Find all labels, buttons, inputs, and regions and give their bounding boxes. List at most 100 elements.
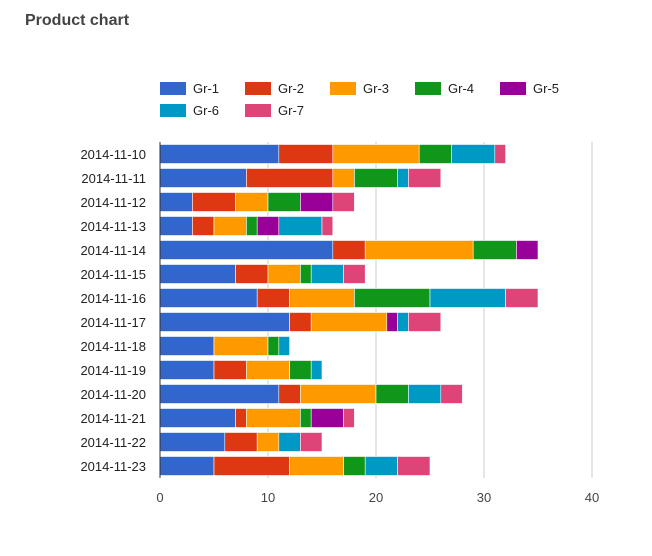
bar-segment-gr-4-2014-11-10 <box>418 144 452 164</box>
bar-segment-gr-1-2014-11-11 <box>159 168 247 188</box>
bar-segment-gr-6-2014-11-23 <box>364 456 398 476</box>
legend-swatch-gr-2 <box>245 82 271 95</box>
bar-segment-gr-4-2014-11-20 <box>375 384 409 404</box>
bar-segment-gr-7-2014-11-17 <box>408 312 442 332</box>
bar-segment-gr-1-2014-11-22 <box>159 432 226 452</box>
bar-segment-gr-2-2014-11-17 <box>289 312 312 332</box>
bar-segment-gr-4-2014-11-14 <box>472 240 517 260</box>
x-tick-label-20: 20 <box>369 490 383 505</box>
bar-segment-gr-1-2014-11-13 <box>159 216 193 236</box>
bar-segment-gr-1-2014-11-12 <box>159 192 193 212</box>
bar-segment-gr-2-2014-11-22 <box>224 432 258 452</box>
bar-segment-gr-6-2014-11-17 <box>397 312 409 332</box>
y-category-label: 2014-11-13 <box>80 219 146 234</box>
bar-segment-gr-2-2014-11-13 <box>192 216 215 236</box>
y-category-label: 2014-11-19 <box>80 363 146 378</box>
bar-segment-gr-4-2014-11-15 <box>300 264 312 284</box>
bar-segment-gr-1-2014-11-23 <box>159 456 215 476</box>
bar-segment-gr-4-2014-11-16 <box>354 288 431 308</box>
y-axis-labels: 2014-11-10 2014-11-11 2014-11-12 2014-11-13… <box>80 147 146 474</box>
y-category-label: 2014-11-11 <box>81 171 146 186</box>
bar-segment-gr-1-2014-11-16 <box>159 288 258 308</box>
y-category-label: 2014-11-14 <box>80 243 146 258</box>
legend: Gr-1 Gr-2 Gr-3 Gr-4 Gr-5 Gr-6 Gr-7 <box>160 81 559 118</box>
bar-segment-gr-3-2014-11-14 <box>364 240 474 260</box>
bar-segment-gr-7-2014-11-16 <box>505 288 539 308</box>
bar-segment-gr-2-2014-11-16 <box>256 288 290 308</box>
bar-segment-gr-6-2014-11-20 <box>408 384 442 404</box>
bar-segment-gr-5-2014-11-13 <box>256 216 280 236</box>
y-category-label: 2014-11-15 <box>80 267 146 282</box>
bar-segment-gr-2-2014-11-19 <box>213 360 247 380</box>
bar-segment-gr-2-2014-11-20 <box>278 384 301 404</box>
legend-label-gr-5: Gr-5 <box>533 81 559 96</box>
bar-segment-gr-7-2014-11-23 <box>397 456 431 476</box>
legend-swatch-gr-1 <box>160 82 186 95</box>
bar-segment-gr-6-2014-11-18 <box>278 336 290 356</box>
y-category-label: 2014-11-17 <box>80 315 146 330</box>
legend-label-gr-3: Gr-3 <box>363 81 389 96</box>
bar-segment-gr-7-2014-11-11 <box>408 168 442 188</box>
x-tick-label-30: 30 <box>477 490 491 505</box>
bar-segment-gr-5-2014-11-12 <box>300 192 334 212</box>
bar-segment-gr-3-2014-11-17 <box>310 312 388 332</box>
y-category-label: 2014-11-23 <box>80 459 146 474</box>
bar-segment-gr-1-2014-11-14 <box>159 240 334 260</box>
bar-segment-gr-6-2014-11-15 <box>310 264 344 284</box>
bar-segment-gr-4-2014-11-19 <box>289 360 312 380</box>
bar-segment-gr-3-2014-11-21 <box>246 408 301 428</box>
bar-segment-gr-2-2014-11-10 <box>278 144 334 164</box>
bar-segment-gr-6-2014-11-16 <box>429 288 506 308</box>
bar-segment-gr-3-2014-11-19 <box>246 360 290 380</box>
bar-segment-gr-1-2014-11-20 <box>159 384 280 404</box>
bar-segment-gr-3-2014-11-13 <box>213 216 247 236</box>
bar-segment-gr-2-2014-11-11 <box>246 168 334 188</box>
legend-label-gr-4: Gr-4 <box>448 81 474 96</box>
y-category-label: 2014-11-12 <box>80 195 146 210</box>
bar-segment-gr-3-2014-11-20 <box>300 384 377 404</box>
bars <box>159 144 539 476</box>
bar-segment-gr-3-2014-11-23 <box>289 456 344 476</box>
y-category-label: 2014-11-22 <box>80 435 146 450</box>
bar-segment-gr-3-2014-11-11 <box>332 168 355 188</box>
bar-segment-gr-6-2014-11-22 <box>278 432 301 452</box>
bar-segment-gr-6-2014-11-10 <box>451 144 496 164</box>
bar-segment-gr-3-2014-11-15 <box>267 264 301 284</box>
y-category-label: 2014-11-16 <box>80 291 146 306</box>
y-category-label: 2014-11-21 <box>80 411 146 426</box>
bar-segment-gr-5-2014-11-14 <box>516 240 539 260</box>
legend-label-gr-2: Gr-2 <box>278 81 304 96</box>
bar-segment-gr-3-2014-11-22 <box>256 432 280 452</box>
bar-segment-gr-3-2014-11-10 <box>332 144 420 164</box>
bar-segment-gr-1-2014-11-15 <box>159 264 236 284</box>
bar-segment-gr-7-2014-11-22 <box>300 432 323 452</box>
bar-segment-gr-2-2014-11-21 <box>235 408 247 428</box>
y-category-label: 2014-11-18 <box>80 339 146 354</box>
legend-swatch-gr-3 <box>330 82 356 95</box>
x-tick-label-10: 10 <box>261 490 275 505</box>
x-tick-label-0: 0 <box>156 490 163 505</box>
bar-segment-gr-6-2014-11-11 <box>397 168 409 188</box>
bar-segment-gr-3-2014-11-12 <box>235 192 269 212</box>
bar-segment-gr-3-2014-11-16 <box>289 288 355 308</box>
bar-segment-gr-2-2014-11-12 <box>192 192 236 212</box>
bar-segment-gr-1-2014-11-18 <box>159 336 215 356</box>
bar-segment-gr-5-2014-11-17 <box>386 312 398 332</box>
x-axis-labels: 0 10 20 30 40 <box>156 490 599 505</box>
bar-segment-gr-3-2014-11-18 <box>213 336 269 356</box>
bar-segment-gr-7-2014-11-20 <box>440 384 463 404</box>
bar-segment-gr-6-2014-11-19 <box>310 360 323 380</box>
bar-segment-gr-4-2014-11-13 <box>246 216 258 236</box>
legend-label-gr-1: Gr-1 <box>193 81 219 96</box>
bar-segment-gr-1-2014-11-19 <box>159 360 215 380</box>
bar-segment-gr-7-2014-11-12 <box>332 192 355 212</box>
bar-segment-gr-1-2014-11-21 <box>159 408 236 428</box>
bar-segment-gr-7-2014-11-10 <box>494 144 506 164</box>
legend-swatch-gr-4 <box>415 82 441 95</box>
legend-swatch-gr-5 <box>500 82 526 95</box>
bar-segment-gr-2-2014-11-15 <box>235 264 269 284</box>
panel-title: Product chart <box>25 12 130 29</box>
y-category-label: 2014-11-20 <box>80 387 146 402</box>
bar-segment-gr-4-2014-11-23 <box>343 456 366 476</box>
